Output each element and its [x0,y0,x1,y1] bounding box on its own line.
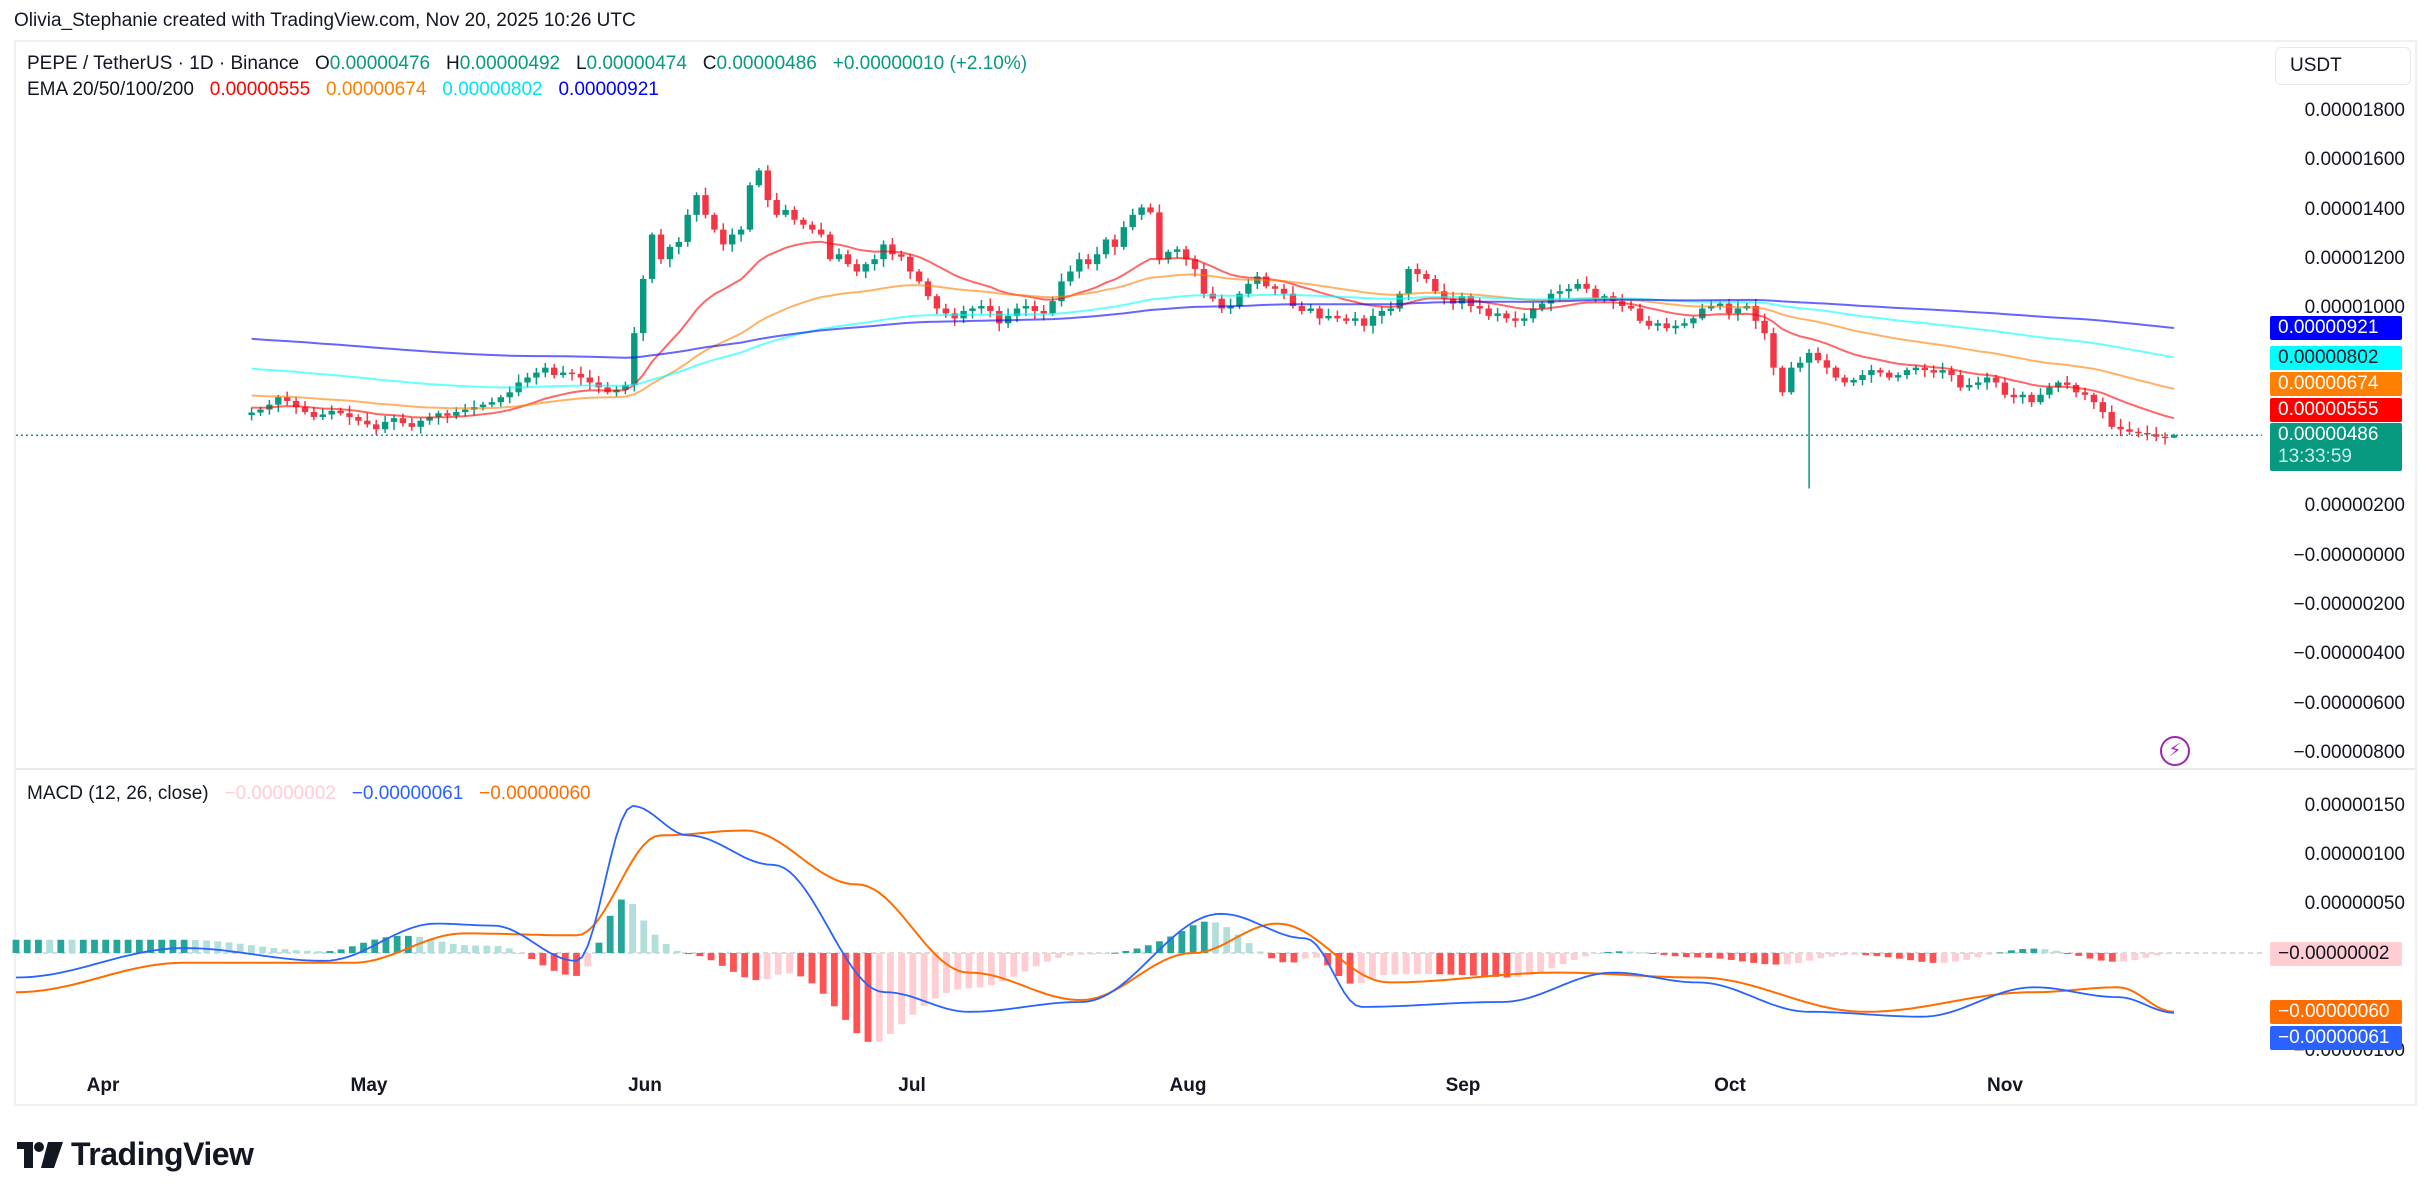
macd-histogram [12,899,2172,1042]
ema-legend: EMA 20/50/100/200 0.00000555 0.00000674 … [27,79,659,101]
ema50-price-tag: 0.00000674 [2270,372,2402,396]
ema20-price-tag: 0.00000555 [2270,398,2402,422]
macd-axis-label: 0.00000100 [2304,844,2405,865]
tradingview-logo[interactable]: TradingView [17,1136,254,1173]
last-price-value: 0.00000486 [2278,424,2379,445]
time-axis-label: Oct [1714,1075,1746,1096]
time-axis-label: May [350,1075,388,1096]
price-axis-label: −0.00000000 [2293,545,2405,566]
macd-label[interactable]: MACD (12, 26, close) [27,783,209,804]
ema100-price-tag: 0.00000802 [2270,346,2402,370]
price-axis-label: −0.00000600 [2293,693,2405,714]
macd-signal-value: −0.00000060 [479,783,591,804]
price-axis-label: −0.00000800 [2293,742,2405,763]
price-axis-label: −0.00000200 [2293,594,2405,615]
macd-axis-label: 0.00000150 [2304,795,2405,816]
macd-signal-tag: −0.00000060 [2270,1000,2402,1024]
high-value: 0.00000492 [459,53,561,74]
attribution-text: Olivia_Stephanie created with TradingVie… [14,10,636,31]
price-axis-label: −0.00000400 [2293,643,2405,664]
price-axis-label: 0.00001800 [2304,100,2405,121]
ema100-line[interactable] [251,293,2175,389]
ema50-value: 0.00000674 [326,79,427,100]
price-axis-label: 0.00000200 [2304,495,2405,516]
time-axis-label: Nov [1987,1075,2023,1096]
ema-label[interactable]: EMA 20/50/100/200 [27,79,194,100]
price-axis-label: 0.00001200 [2304,248,2405,269]
candles [248,165,2178,489]
bar-countdown: 13:33:59 [2278,446,2352,467]
tradingview-logo-text: TradingView [71,1136,254,1172]
macd-line-value: −0.00000061 [351,783,464,804]
change-value: +0.00000010 (+2.10%) [832,53,1028,74]
ema200-price-tag: 0.00000921 [2270,316,2402,340]
macd-signal-line[interactable] [15,829,2175,1013]
chart-frame [14,40,2417,1106]
macd-line-tag: −0.00000061 [2270,1026,2402,1050]
ema200-line[interactable] [251,298,2175,359]
ema20-value: 0.00000555 [209,79,311,100]
macd-line[interactable] [15,805,2175,1018]
ema50-line[interactable] [251,273,2175,410]
time-axis-label: Apr [86,1075,120,1096]
symbol-title[interactable]: PEPE / TetherUS · 1D · Binance [27,53,300,74]
macd-axis-label: 0.00000050 [2304,893,2405,914]
macd-histogram-tag: −0.00000002 [2270,942,2402,966]
low-label: L [575,53,587,74]
pane-divider[interactable] [16,768,2415,770]
time-axis-label: Jul [898,1075,926,1096]
price-axis-label: 0.00001600 [2304,149,2405,170]
time-axis-label: Aug [1169,1075,1207,1096]
tradingview-logo-icon [17,1141,63,1168]
close-label: C [702,53,717,74]
time-axis-label: Sep [1445,1075,1481,1096]
time-axis-label: Jun [628,1075,662,1096]
price-axis-label: 0.00001400 [2304,199,2405,220]
lightning-bolt-icon[interactable]: ⚡︎ [2160,736,2190,766]
close-value: 0.00000486 [716,53,817,74]
ema20-line[interactable] [251,240,2175,420]
open-value: 0.00000476 [329,53,431,74]
high-label: H [445,53,460,74]
ema100-value: 0.00000802 [442,79,543,100]
currency-button[interactable]: USDT [2275,47,2411,85]
macd-histogram-value: −0.00000002 [224,783,336,804]
macd-legend: MACD (12, 26, close) −0.00000002 −0.0000… [27,783,591,805]
ema200-value: 0.00000921 [558,79,659,100]
low-value: 0.00000474 [586,53,687,74]
price-axis-label: 0.00001000 [2304,297,2405,318]
last-price-tag: 0.00000486 13:33:59 [2270,423,2402,471]
open-label: O [314,53,330,74]
symbol-legend: PEPE / TetherUS · 1D · Binance O0.000004… [27,53,1027,75]
